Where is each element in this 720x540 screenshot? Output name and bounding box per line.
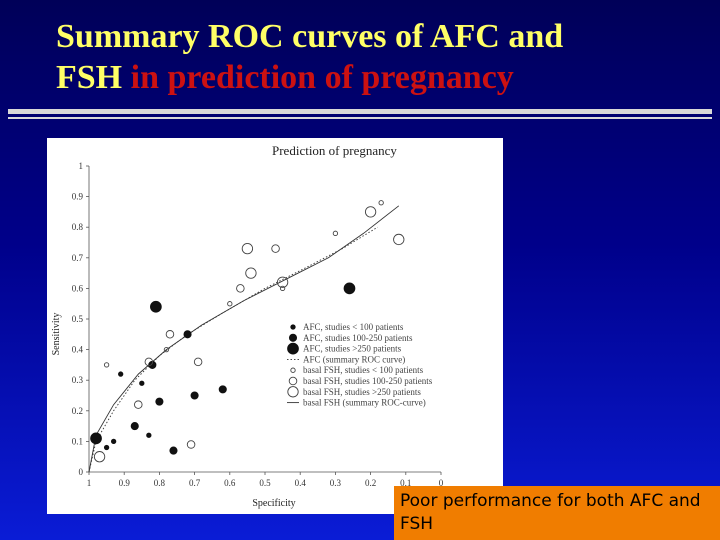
legend-point-marker xyxy=(287,386,299,398)
slide-title: Summary ROC curves of AFC and FSH in pre… xyxy=(56,16,696,98)
data-point xyxy=(276,276,289,288)
data-point xyxy=(227,301,233,307)
roc-chart-panel: Prediction of pregnancy 0 0.1 0.2 0.3 0.4 0.5… xyxy=(47,138,503,514)
title-fsh: FSH xyxy=(56,59,123,96)
data-point xyxy=(271,244,280,253)
legend-entry: basal FSH, studies 100-250 patients xyxy=(303,376,433,386)
data-point xyxy=(169,446,178,455)
data-point xyxy=(193,357,203,367)
data-point xyxy=(241,242,254,255)
data-point xyxy=(190,391,199,400)
y-tick-label: 0.4 xyxy=(72,345,84,355)
y-tick-label: 0.3 xyxy=(72,375,84,385)
y-tick-label: 0.2 xyxy=(72,406,83,416)
note-text: Poor performance for both AFC and FSH xyxy=(400,491,701,534)
data-point xyxy=(93,451,106,463)
y-tick-label: 0.6 xyxy=(72,283,84,293)
legend-entry: AFC (summary ROC curve) xyxy=(303,354,405,364)
data-point xyxy=(364,206,377,218)
roc-chart: Prediction of pregnancy 0 0.1 0.2 0.3 0.4 0.5… xyxy=(51,143,444,509)
chart-axes: 0 0.1 0.2 0.3 0.4 0.5 0.6 0.7 0.8 0.9 1 1 0.9 0.8 0.7 0… xyxy=(72,161,444,488)
x-tick-label: 0.7 xyxy=(189,478,201,488)
data-point xyxy=(343,282,356,295)
data-point xyxy=(139,380,145,386)
data-point xyxy=(144,357,154,367)
note-box: Poor performance for both AFC and FSH xyxy=(394,486,720,540)
title-rule-thin xyxy=(8,117,712,119)
data-point xyxy=(279,285,286,292)
fsh-roc-curve xyxy=(88,205,400,473)
title-accent: in prediction of pregnancy xyxy=(130,59,514,96)
data-point xyxy=(90,432,102,445)
x-tick-label: 1 xyxy=(87,478,92,488)
legend-point-marker xyxy=(287,342,299,355)
title-rule-thick xyxy=(8,109,712,114)
data-point xyxy=(130,422,139,431)
data-point xyxy=(236,284,245,293)
y-axis-label: Sensitivity xyxy=(51,313,62,356)
data-point xyxy=(110,438,117,445)
data-point xyxy=(118,371,124,377)
data-point xyxy=(245,267,257,279)
data-point xyxy=(165,330,175,339)
legend-entry: AFC, studies 100-250 patients xyxy=(303,333,413,343)
y-tick-label: 0.8 xyxy=(72,222,84,232)
legend-entry: basal FSH, studies < 100 patients xyxy=(303,365,424,375)
x-tick-label: 0.3 xyxy=(330,478,342,488)
data-point xyxy=(218,385,227,394)
legend-point-marker xyxy=(288,333,298,342)
y-tick-label: 1 xyxy=(79,161,84,171)
data-point xyxy=(103,444,110,451)
legend-entry: basal FSH (summary ROC-curve) xyxy=(303,398,426,408)
legend-entry: basal FSH, studies >250 patients xyxy=(303,387,421,397)
data-point xyxy=(146,432,152,438)
legend-entry: AFC, studies >250 patients xyxy=(303,344,402,354)
title-line-1: Summary ROC curves of AFC and xyxy=(56,18,564,55)
x-tick-label: 0 xyxy=(439,478,444,488)
data-point xyxy=(134,400,143,409)
y-tick-label: 0.9 xyxy=(72,192,84,202)
legend-entry: AFC, studies < 100 patients xyxy=(303,322,404,332)
title-line-2: FSH in prediction of pregnancy xyxy=(56,57,696,98)
y-tick-label: 0.5 xyxy=(72,314,84,324)
x-tick-label: 0.6 xyxy=(224,478,236,488)
data-point xyxy=(332,230,339,236)
data-point xyxy=(155,397,164,406)
chart-title: Prediction of pregnancy xyxy=(272,143,397,158)
x-tick-label: 0.4 xyxy=(295,478,307,488)
legend-point-marker xyxy=(290,324,296,330)
data-point xyxy=(378,200,384,206)
y-tick-label: 0 xyxy=(79,467,84,477)
y-tick-label: 0.1 xyxy=(72,436,83,446)
legend-point-marker xyxy=(290,367,296,373)
y-tick-label: 0.7 xyxy=(72,253,84,263)
x-axis-label: Specificity xyxy=(252,498,295,509)
x-tick-label: 0.5 xyxy=(259,478,271,488)
x-tick-label: 0.1 xyxy=(400,478,411,488)
x-tick-label: 0.8 xyxy=(154,478,166,488)
data-point xyxy=(150,300,162,313)
data-point xyxy=(393,233,405,246)
chart-curves xyxy=(88,205,400,473)
data-point xyxy=(163,346,170,353)
chart-points xyxy=(90,200,405,463)
x-tick-label: 0.9 xyxy=(119,478,131,488)
data-point xyxy=(183,330,192,339)
legend-point-marker xyxy=(288,376,298,386)
data-point xyxy=(103,362,110,368)
data-point xyxy=(186,440,196,449)
x-tick-label: 0.2 xyxy=(365,478,376,488)
